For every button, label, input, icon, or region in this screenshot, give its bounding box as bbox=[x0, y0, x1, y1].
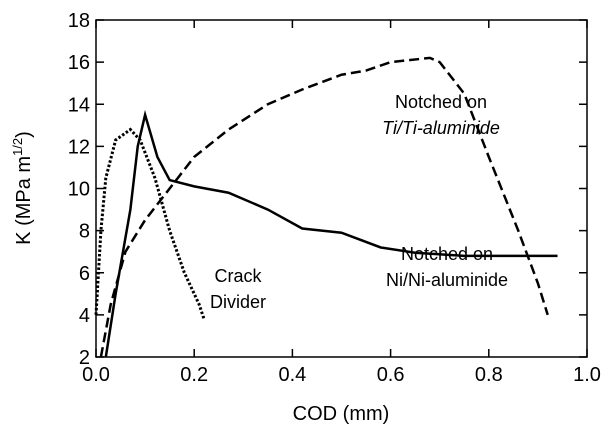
annotation: Crack bbox=[214, 266, 262, 286]
y-tick-label: 6 bbox=[79, 263, 90, 285]
x-tick-label: 0.2 bbox=[180, 364, 208, 386]
y-axis-label-suffix: ) bbox=[13, 131, 35, 138]
annotation: Ti/Ti-aluminide bbox=[382, 118, 500, 138]
x-tick-label: 0.0 bbox=[82, 364, 110, 386]
y-tick-label: 2 bbox=[79, 347, 90, 369]
data-line bbox=[99, 56, 549, 358]
annotation: Ni/Ni-aluminide bbox=[386, 270, 508, 290]
x-axis-label: COD (mm) bbox=[293, 403, 390, 425]
x-tick-label: 0.8 bbox=[475, 364, 503, 386]
data-line bbox=[94, 127, 206, 320]
y-tick-label: 10 bbox=[68, 179, 90, 201]
y-tick-label: 8 bbox=[79, 221, 90, 243]
y-axis-label-sup: 1/2 bbox=[10, 138, 25, 156]
y-tick-label: 4 bbox=[79, 305, 90, 327]
y-axis-label-text: K (MPa m bbox=[13, 156, 35, 245]
annotation: Divider bbox=[210, 292, 266, 312]
y-tick-label: 14 bbox=[68, 94, 90, 116]
data-line bbox=[104, 109, 558, 358]
y-axis-label: K (MPa m1/2) bbox=[10, 131, 35, 245]
x-tick-label: 1.0 bbox=[573, 364, 601, 386]
x-tick-label: 0.4 bbox=[278, 364, 306, 386]
x-tick-label: 0.6 bbox=[377, 364, 405, 386]
y-tick-label: 16 bbox=[68, 52, 90, 74]
y-tick-label: 18 bbox=[68, 10, 90, 32]
y-tick-label: 12 bbox=[68, 136, 90, 158]
annotation: Notched on bbox=[395, 92, 487, 112]
